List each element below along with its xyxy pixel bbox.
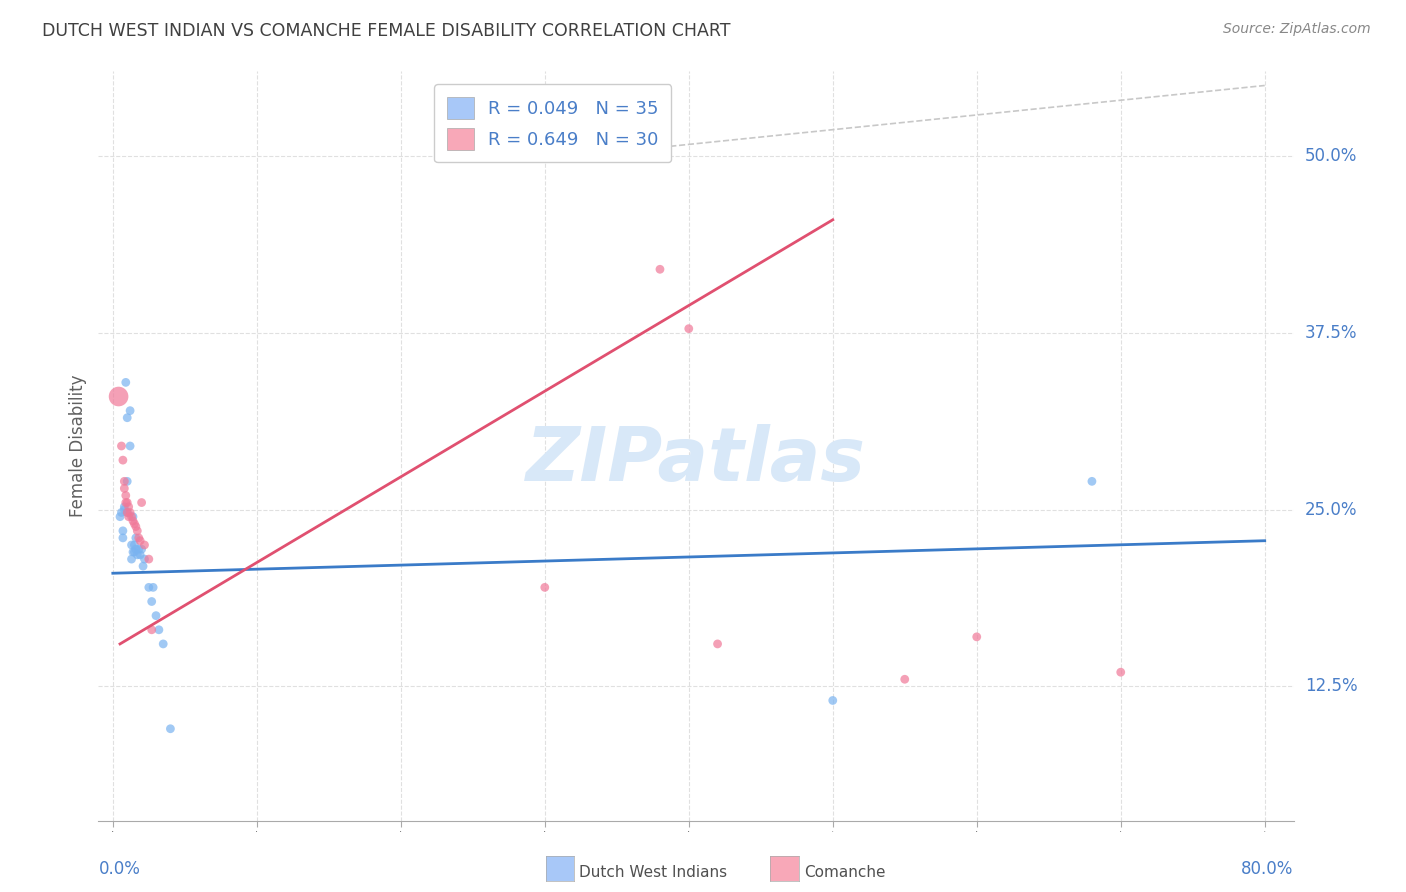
Text: 50.0%: 50.0% [1305,147,1357,165]
Point [114,488,136,502]
Point [129,548,152,562]
Point [141,623,163,637]
Point [134,552,156,566]
Point [145,608,167,623]
Point [138,552,160,566]
Point [110,505,132,519]
Point [111,524,134,538]
Point [127,548,149,562]
Point [706,637,728,651]
Point [648,262,671,277]
Point [118,509,141,524]
Point [132,559,155,574]
Point [122,514,145,528]
Point [108,509,131,524]
Point [125,531,148,545]
Point [131,542,153,557]
Point [533,580,555,594]
Text: ZIPatlas: ZIPatlas [526,425,866,498]
Point [966,630,988,644]
Text: Source: ZipAtlas.com: Source: ZipAtlas.com [1223,22,1371,37]
Point [122,509,145,524]
Text: 0.0%: 0.0% [98,860,141,878]
Point [122,545,145,559]
Point [124,516,146,531]
Point [1081,475,1104,489]
Point [115,505,138,519]
Point [148,623,170,637]
Point [118,500,141,514]
Point [111,531,134,545]
Point [115,495,138,509]
Point [152,637,174,651]
Point [127,524,149,538]
Point [112,500,135,514]
Point [141,594,163,608]
Point [115,475,138,489]
Point [678,321,700,335]
Point [112,482,135,496]
Point [107,390,129,404]
Point [120,403,142,417]
Text: 37.5%: 37.5% [1305,324,1357,342]
Point [115,505,138,519]
Point [128,531,150,545]
Point [821,693,844,707]
Point [112,475,135,489]
Point [138,580,160,594]
Point [1109,665,1132,680]
Point [128,542,150,557]
Text: 80.0%: 80.0% [1241,860,1294,878]
Point [125,542,148,557]
Point [121,509,143,524]
Point [112,502,135,516]
Point [121,538,143,552]
Point [124,538,146,552]
Point [124,545,146,559]
Point [111,453,134,467]
Legend: R = 0.049   N = 35, R = 0.649   N = 30: R = 0.049 N = 35, R = 0.649 N = 30 [434,84,671,162]
Point [131,495,153,509]
Point [115,410,138,425]
Text: DUTCH WEST INDIAN VS COMANCHE FEMALE DISABILITY CORRELATION CHART: DUTCH WEST INDIAN VS COMANCHE FEMALE DIS… [42,22,731,40]
Text: Dutch West Indians: Dutch West Indians [579,865,727,880]
Point [110,439,132,453]
Text: 25.0%: 25.0% [1305,500,1357,518]
Text: Comanche: Comanche [804,865,886,880]
Point [114,495,136,509]
Point [159,722,181,736]
Text: 12.5%: 12.5% [1305,677,1357,696]
Point [134,538,156,552]
Point [120,439,142,453]
Point [893,673,915,687]
Y-axis label: Female Disability: Female Disability [69,375,87,517]
Point [120,505,142,519]
Point [125,519,148,533]
Point [114,376,136,390]
Point [129,533,152,548]
Point [142,580,165,594]
Point [121,552,143,566]
